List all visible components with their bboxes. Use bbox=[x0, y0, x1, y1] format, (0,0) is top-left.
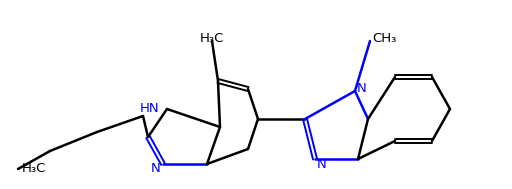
Text: HN: HN bbox=[139, 102, 159, 115]
Text: N: N bbox=[317, 157, 327, 170]
Text: N: N bbox=[150, 161, 160, 174]
Text: H₃C: H₃C bbox=[22, 163, 47, 176]
Text: H₃C: H₃C bbox=[200, 32, 224, 44]
Text: N: N bbox=[357, 83, 367, 95]
Text: CH₃: CH₃ bbox=[372, 32, 396, 44]
